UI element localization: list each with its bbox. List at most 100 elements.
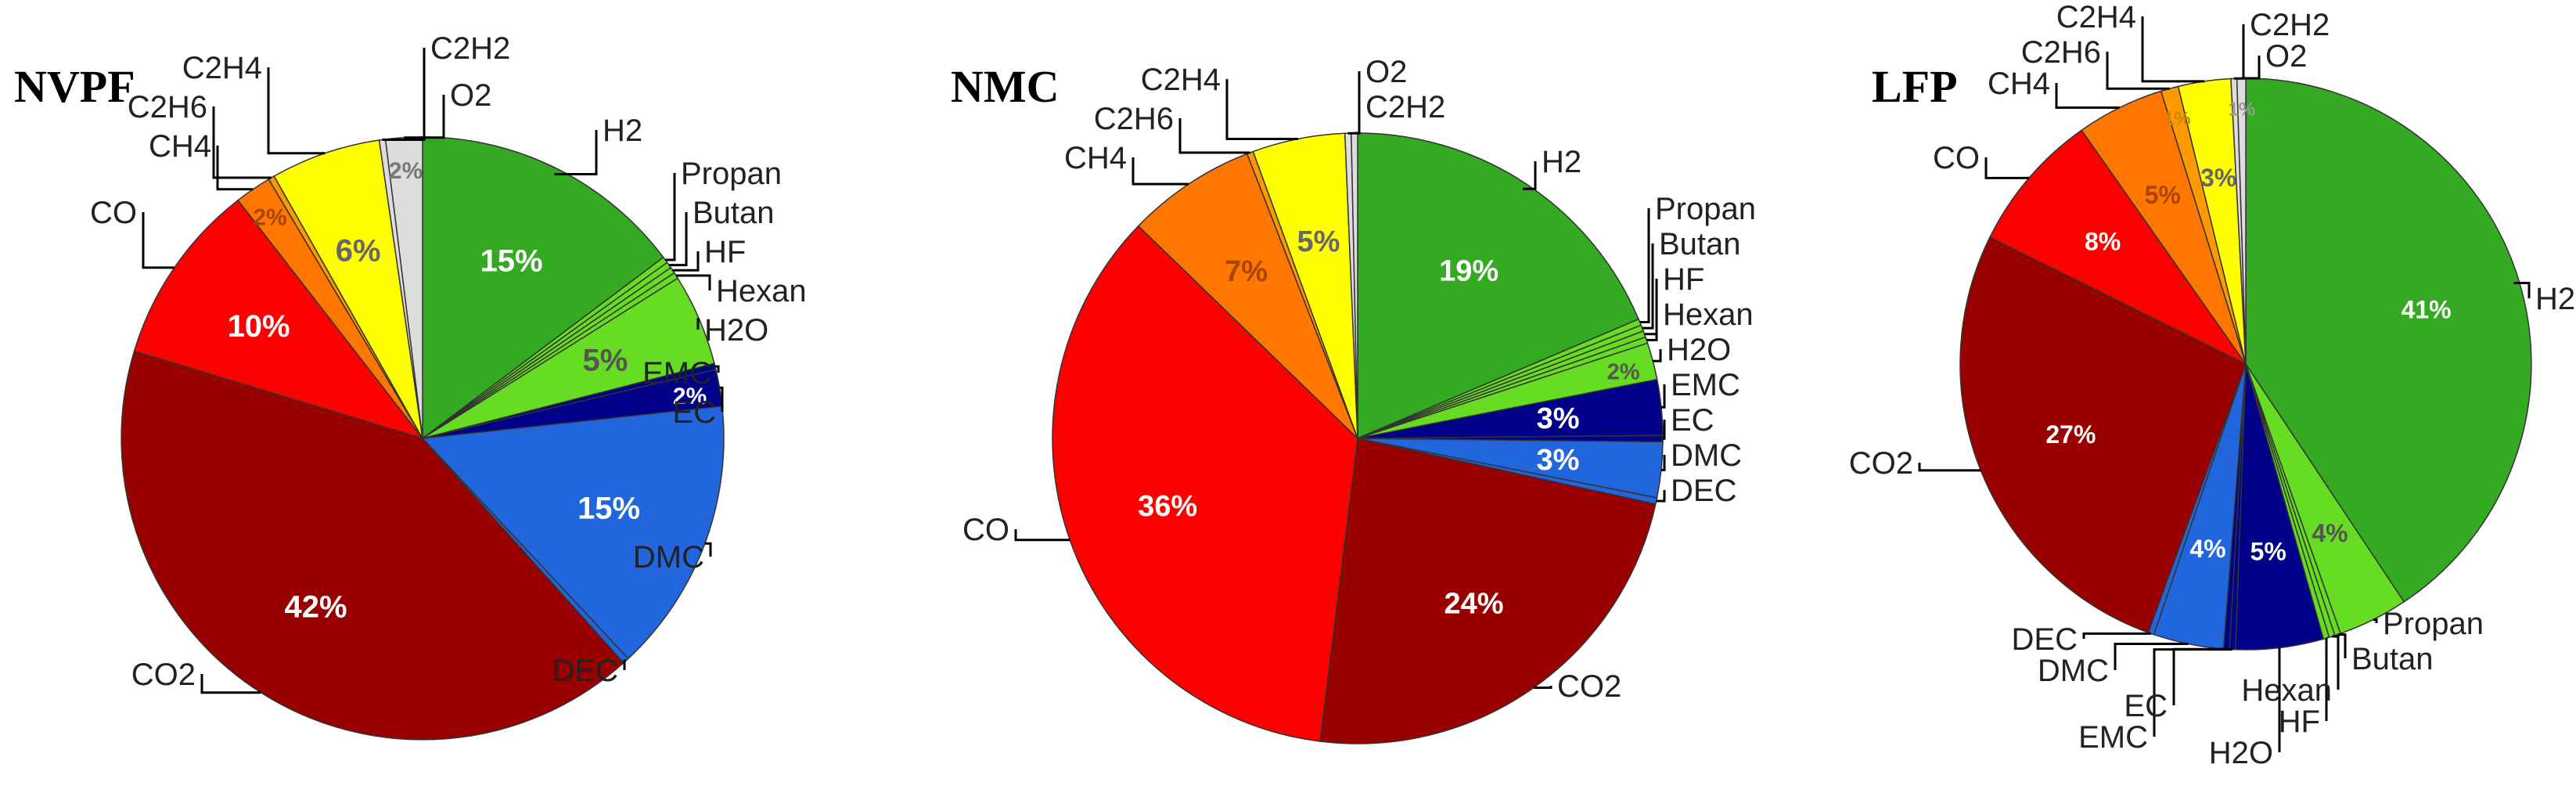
category-label-propan: Propan	[681, 157, 782, 191]
leader-line-co	[1014, 529, 1070, 542]
category-label-hf: HF	[2279, 705, 2320, 739]
category-label-h2o: H2O	[2209, 736, 2273, 770]
leader-line-dec	[623, 659, 626, 670]
leader-line-h2o	[2278, 646, 2281, 752]
pie-percent-label-propan: 4%	[2312, 519, 2348, 547]
category-label-hf: HF	[704, 235, 746, 269]
pie-percent-label-o2: 1%	[2229, 99, 2256, 121]
leader-line-ec	[1663, 420, 1666, 440]
leader-line-butan	[1642, 243, 1654, 330]
category-label-o2: O2	[1365, 55, 1407, 89]
category-label-ec: EC	[672, 395, 716, 430]
category-label-co2: CO2	[131, 658, 196, 692]
pie-slice-co	[133, 199, 425, 440]
leader-line-butan	[2337, 633, 2347, 658]
category-label-butan: Butan	[693, 196, 775, 230]
category-label-hf: HF	[1663, 262, 1704, 297]
leader-line-c2h4	[267, 67, 326, 155]
category-label-ec: EC	[2124, 689, 2168, 723]
leader-line-h2	[1523, 161, 1537, 190]
leader-line-c2h6	[2106, 52, 2170, 90]
category-label-butan: Butan	[2351, 642, 2434, 676]
pie-percent-label-o2: 2%	[389, 158, 423, 184]
leader-line-co2	[200, 674, 261, 694]
pie-slices-nmc	[1052, 132, 1664, 744]
pie-percent-label-ch4: 5%	[2145, 181, 2181, 209]
category-label-o2: O2	[450, 78, 491, 113]
leader-line-co	[142, 212, 174, 269]
pie-percent-label-h2o: 5%	[2250, 537, 2286, 565]
pie-percent-label-dmc: 4%	[2189, 535, 2225, 563]
pie-percent-label-h2: 15%	[480, 244, 543, 279]
leader-line-hexan	[1646, 314, 1658, 341]
category-label-c2h2: C2H2	[1365, 90, 1445, 124]
category-label-emc: EMC	[642, 356, 712, 391]
pie-slice-co2	[1959, 236, 2247, 634]
leader-line-h2o	[696, 318, 700, 330]
category-label-h2: H2	[2535, 282, 2575, 316]
pie-percent-label-co: 10%	[228, 309, 290, 344]
leader-line-ch4	[216, 146, 254, 191]
pie-slice-co	[1988, 129, 2247, 365]
category-label-dec: DEC	[552, 654, 618, 688]
pie-slice-h2	[422, 136, 664, 440]
pie-percent-labels-lfp: 41% 4% 5% 4% 27% 8% 5% 1% 3% 1%	[2045, 99, 2451, 566]
leader-line-h2o	[1653, 349, 1662, 362]
category-label-ch4: CH4	[1064, 141, 1127, 175]
category-label-dmc: DMC	[1671, 438, 1742, 473]
category-label-c2h4: C2H4	[2056, 0, 2136, 34]
leader-line-emc	[714, 365, 720, 373]
leader-line-ec	[2172, 647, 2227, 705]
pie-slice-co2	[121, 350, 624, 741]
leader-line-hexan	[675, 274, 711, 290]
leader-line-c2h4	[2141, 16, 2205, 83]
panel-title-nmc: NMC	[951, 61, 1060, 112]
leader-line-hf	[672, 251, 700, 272]
pie-percent-label-dmc: 15%	[577, 492, 640, 526]
category-label-ch4: CH4	[149, 129, 211, 164]
leader-line-propan	[665, 173, 676, 261]
category-label-dec: DEC	[1671, 474, 1736, 508]
pie-slice-c2h4	[273, 139, 423, 439]
pie-percent-label-co: 36%	[1138, 490, 1197, 523]
category-label-c2h2: C2H2	[2250, 8, 2330, 42]
leader-line-c2h2	[1354, 106, 1361, 135]
pie-panel-lfp: LFP 41% 4% 5% 4% 27% 8% 5% 1% 3% 1% H2 PropanButan…	[1849, 0, 2575, 770]
pie-leader-lines-nvpf	[142, 48, 724, 694]
pie-percent-label-h2o: 2%	[1607, 360, 1640, 385]
leader-line-c2h6	[212, 106, 272, 179]
category-label-co: CO	[1933, 141, 1980, 175]
leader-line-emc	[1661, 384, 1666, 409]
category-label-emc: EMC	[1671, 368, 1740, 402]
leader-line-hf	[1644, 279, 1658, 336]
category-label-c2h4: C2H4	[182, 51, 262, 85]
leader-line-o2	[404, 95, 445, 139]
pie-percent-label-ec: 2%	[673, 384, 707, 409]
pie-percent-label-c2h4: 3%	[2200, 164, 2236, 192]
category-label-c2h6: C2H6	[1094, 102, 1174, 136]
leader-line-c2h4	[1225, 79, 1299, 140]
pie-percent-label-h2: 19%	[1439, 255, 1498, 288]
pie-leader-lines-lfp	[1918, 16, 2531, 752]
category-label-dmc: DMC	[2038, 654, 2109, 688]
category-label-c2h6: C2H6	[2021, 35, 2101, 70]
category-label-hexan: Hexan	[1663, 297, 1754, 332]
pie-percent-label-c2h4: 6%	[336, 234, 381, 269]
pie-percent-label-co2: 24%	[1444, 588, 1503, 621]
category-label-c2h2: C2H2	[430, 31, 510, 66]
category-label-butan: Butan	[1659, 227, 1741, 261]
pie-percent-label-h2: 41%	[2402, 296, 2452, 324]
category-label-hexan: Hexan	[2241, 673, 2332, 708]
pie-category-labels-nvpf: H2 Propan Butan HF Hexan H2O EMC EC DMC DEC CO2 CO C…	[90, 31, 807, 692]
pie-panel-nmc: NMC 19%2%3%3%24%36%7%5% H2PropanButanHFH…	[951, 55, 1756, 744]
leader-line-propan	[2373, 618, 2378, 623]
leader-line-dmc	[2114, 643, 2189, 670]
leader-line-c2h2	[382, 48, 426, 141]
leader-line-ec	[719, 386, 724, 412]
pie-percent-label-c2h4: 5%	[1297, 225, 1340, 258]
category-label-dec: DEC	[2012, 622, 2078, 657]
leader-line-o2	[2241, 56, 2261, 80]
